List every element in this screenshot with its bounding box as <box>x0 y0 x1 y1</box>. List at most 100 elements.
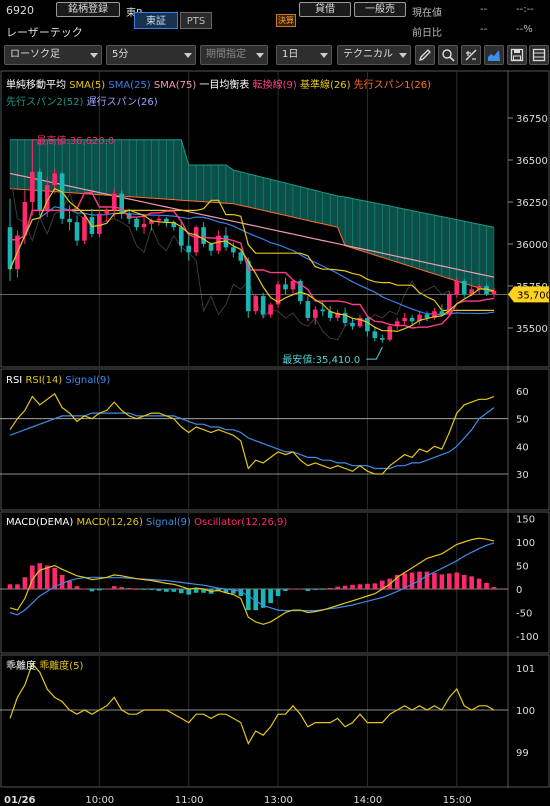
candle-body <box>268 304 273 315</box>
candle-body <box>149 220 154 224</box>
candle-body <box>134 218 139 228</box>
macd-oscillator-bar <box>379 580 385 589</box>
save-icon[interactable] <box>507 45 527 65</box>
current-price-tag <box>508 286 549 303</box>
pencil-icon[interactable] <box>415 45 435 65</box>
macd-oscillator-bar <box>268 589 273 604</box>
macd-line <box>9 537 495 625</box>
sma5-line <box>9 187 495 333</box>
candle-body <box>335 312 340 318</box>
macd-oscillator-bar <box>37 563 43 589</box>
macd-oscillator-bar <box>89 589 95 592</box>
candle-body <box>454 280 460 295</box>
candle-body <box>238 252 244 261</box>
x-axis-tick-label: 14:00 <box>353 795 382 806</box>
macd-oscillator-bar <box>245 589 251 611</box>
register-stock-button[interactable]: 銘柄登録 <box>56 2 120 17</box>
toolbar: ローソク足 5分 期間指定 1日 テクニカル <box>0 44 550 68</box>
range-select[interactable]: 1日 <box>276 45 332 65</box>
macd-oscillator-bar <box>201 589 206 593</box>
macd-oscillator-bar <box>164 589 169 592</box>
dev-y-tick-label: 100 <box>516 706 535 717</box>
tenkan-line <box>10 192 495 329</box>
macd-y-tick-label: 150 <box>516 515 535 526</box>
macd-oscillator-bar <box>491 587 497 589</box>
main-y-tick-label: 35500 <box>516 324 548 335</box>
candle-body <box>290 280 296 290</box>
chevron-down-icon <box>320 53 328 58</box>
candle-body <box>439 311 445 315</box>
macd-oscillator-bar <box>476 578 482 589</box>
candle-body <box>245 260 251 312</box>
chart-type-select[interactable]: ローソク足 <box>4 45 102 65</box>
eraser-icon[interactable] <box>461 45 481 65</box>
macd-oscillator-bar <box>469 576 474 589</box>
candle-body <box>461 280 467 295</box>
legend-entry: Signal(9) <box>146 517 194 528</box>
candle-body <box>484 286 489 295</box>
zoom-icon[interactable] <box>438 45 458 65</box>
candle-body <box>59 173 65 219</box>
macd-oscillator-bar <box>402 573 407 589</box>
stock-chart[interactable]: 最高値:36,620.0 最安値:35,410.0 01/26 10:00 11:00… <box>0 70 550 806</box>
interval-value: 5分 <box>112 49 129 60</box>
rsi-line <box>9 392 495 475</box>
macd-oscillator-bar <box>59 574 65 589</box>
legend-entry: SMA(5) <box>69 80 108 91</box>
x-axis-tick-label: 01/26 <box>4 795 36 806</box>
candle-body <box>104 210 110 214</box>
chart-type-value: ローソク足 <box>10 49 60 60</box>
candle-body <box>447 294 452 315</box>
technical-select[interactable]: テクニカル <box>337 45 411 65</box>
period-value: 期間指定 <box>206 49 246 60</box>
candle-body <box>74 222 80 241</box>
margin-trade-button[interactable]: 貸借 <box>299 2 351 17</box>
macd-oscillator-bar <box>372 583 378 589</box>
chevron-down-icon <box>256 53 264 58</box>
macd-oscillator-bar <box>394 574 400 589</box>
panel-rsi-border <box>0 368 550 511</box>
dev-legend: 乖離度 乖離度(5) <box>6 659 83 672</box>
tab-tse[interactable]: 東証 <box>134 12 178 29</box>
layout-icon[interactable] <box>529 45 549 65</box>
legend-entry: RSI(14) <box>25 375 65 386</box>
range-value: 1日 <box>282 49 299 60</box>
tab-pts[interactable]: PTS <box>180 12 212 29</box>
main-y-tick-label: 36750 <box>516 114 548 125</box>
legend-entry: SMA(75) <box>154 80 200 91</box>
legend-entry: 転換線(9) <box>253 78 300 91</box>
candle-body <box>424 314 430 318</box>
x-axis-tick-label: 10:00 <box>85 795 114 806</box>
chevron-down-icon <box>90 53 98 58</box>
macd-oscillator-bar <box>156 589 162 591</box>
macd-y-tick-label: 50 <box>516 562 529 573</box>
short-sell-button[interactable]: 一般売 <box>354 2 406 17</box>
legend-title: RSI <box>6 375 25 386</box>
change-label: 前日比 <box>412 28 442 39</box>
ichimoku-cloud <box>10 139 494 293</box>
legend-entry: 先行スパン2(52) <box>6 95 87 108</box>
panel-dev-border <box>0 654 550 788</box>
high-price-label: 最高値:36,620.0 <box>36 134 114 147</box>
rsi-legend: RSI RSI(14) Signal(9) <box>6 375 110 386</box>
macd-oscillator-bar <box>432 573 437 589</box>
macd-oscillator-bar <box>253 589 259 611</box>
candle-body <box>7 227 13 270</box>
period-select[interactable]: 期間指定 <box>200 45 268 65</box>
dev-y-tick-label: 99 <box>516 748 529 759</box>
macd-oscillator-bar <box>111 586 117 589</box>
candle-body <box>22 202 28 236</box>
current-price-value: -- <box>480 4 488 15</box>
candle-body <box>379 338 385 340</box>
legend-entry: Signal(9) <box>65 375 110 386</box>
macd-oscillator-bar <box>312 589 318 590</box>
area-chart-icon[interactable] <box>484 45 504 65</box>
candle-body <box>298 280 303 302</box>
macd-oscillator-bar <box>238 589 244 597</box>
candle-body <box>469 289 474 295</box>
macd-oscillator-bar <box>424 571 430 589</box>
earnings-badge[interactable]: 決算 <box>276 14 296 27</box>
candle-body <box>260 296 266 315</box>
interval-select[interactable]: 5分 <box>106 45 196 65</box>
candle-body <box>82 217 87 241</box>
